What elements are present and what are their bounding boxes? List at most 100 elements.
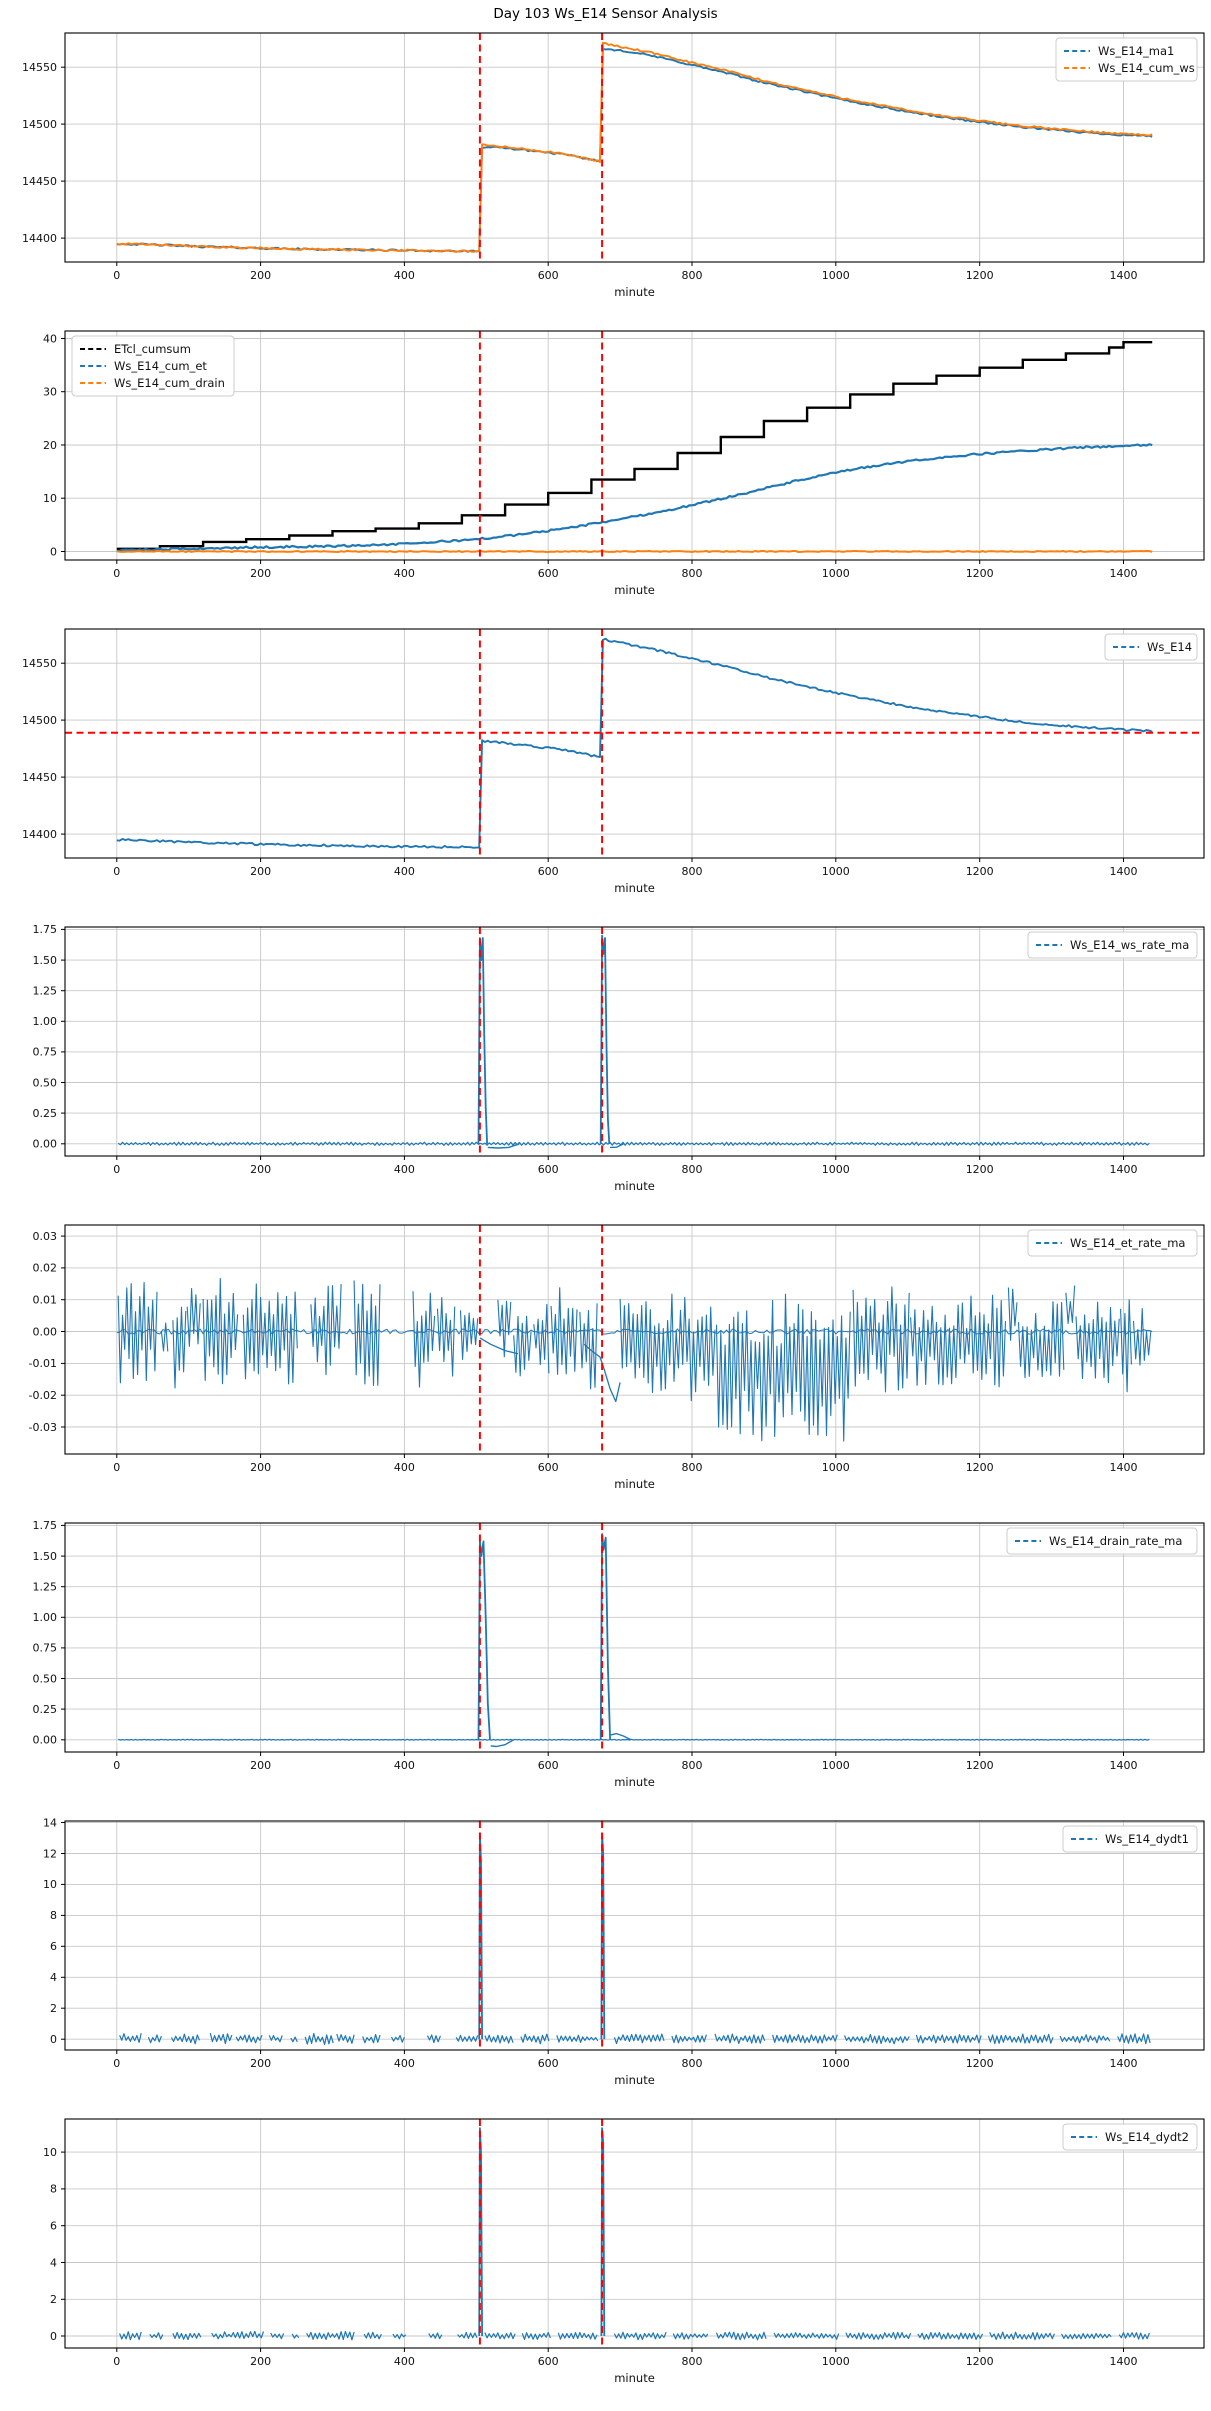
svg-text:1400: 1400 xyxy=(1110,2355,1138,2368)
svg-text:1200: 1200 xyxy=(966,2355,994,2368)
svg-text:1.00: 1.00 xyxy=(33,1015,58,1028)
svg-text:200: 200 xyxy=(250,269,271,282)
panel-ws-ma1: 0 200 400 600 800 1000 1200 1400 14400 14450 14500… xyxy=(0,26,1211,324)
svg-text:400: 400 xyxy=(394,567,415,580)
svg-text:14450: 14450 xyxy=(22,175,57,188)
svg-text:0.75: 0.75 xyxy=(33,1046,58,1059)
svg-text:1200: 1200 xyxy=(966,269,994,282)
svg-text:600: 600 xyxy=(538,2057,559,2070)
svg-text:800: 800 xyxy=(682,2057,703,2070)
svg-text:Ws_E14_dydt2: Ws_E14_dydt2 xyxy=(1105,2130,1189,2144)
svg-text:600: 600 xyxy=(538,1759,559,1772)
svg-text:Ws_E14_dydt1: Ws_E14_dydt1 xyxy=(1105,1832,1189,1846)
svg-text:14400: 14400 xyxy=(22,828,57,841)
chart-panels: 0 200 400 600 800 1000 1200 1400 14400 14450 14500… xyxy=(0,26,1211,2410)
svg-text:1.25: 1.25 xyxy=(33,985,58,998)
svg-text:0.03: 0.03 xyxy=(33,1230,58,1243)
svg-text:minute: minute xyxy=(614,1179,655,1193)
svg-text:600: 600 xyxy=(538,865,559,878)
svg-text:400: 400 xyxy=(394,2355,415,2368)
svg-text:200: 200 xyxy=(250,1461,271,1474)
svg-text:minute: minute xyxy=(614,583,655,597)
svg-text:1000: 1000 xyxy=(822,269,850,282)
svg-text:200: 200 xyxy=(250,2057,271,2070)
svg-text:14: 14 xyxy=(43,1816,57,1829)
svg-text:minute: minute xyxy=(614,1477,655,1491)
svg-text:8: 8 xyxy=(50,1909,57,1922)
svg-text:1.25: 1.25 xyxy=(33,1581,58,1594)
svg-text:2: 2 xyxy=(50,2002,57,2015)
svg-text:12: 12 xyxy=(43,1847,57,1860)
svg-text:1400: 1400 xyxy=(1110,2057,1138,2070)
svg-text:1000: 1000 xyxy=(822,2355,850,2368)
svg-text:400: 400 xyxy=(394,2057,415,2070)
svg-text:0.02: 0.02 xyxy=(33,1262,58,1275)
svg-text:10: 10 xyxy=(43,2146,57,2159)
svg-text:14450: 14450 xyxy=(22,771,57,784)
svg-text:1000: 1000 xyxy=(822,567,850,580)
svg-text:0.00: 0.00 xyxy=(33,1325,58,1338)
svg-text:minute: minute xyxy=(614,2073,655,2087)
svg-text:0.01: 0.01 xyxy=(33,1294,58,1307)
svg-text:1.00: 1.00 xyxy=(33,1611,58,1624)
svg-text:1200: 1200 xyxy=(966,1759,994,1772)
svg-text:6: 6 xyxy=(50,1940,57,1953)
svg-text:1400: 1400 xyxy=(1110,1163,1138,1176)
svg-text:0: 0 xyxy=(113,1759,120,1772)
svg-text:1400: 1400 xyxy=(1110,1461,1138,1474)
svg-text:0: 0 xyxy=(113,1461,120,1474)
svg-text:2: 2 xyxy=(50,2293,57,2306)
svg-text:1000: 1000 xyxy=(822,1163,850,1176)
svg-text:Ws_E14_ws_rate_ma: Ws_E14_ws_rate_ma xyxy=(1070,938,1189,952)
svg-text:1200: 1200 xyxy=(966,2057,994,2070)
panel-ws-rate: 0 200 400 600 800 1000 1200 1400 0.00 0.25 0.50 0.7… xyxy=(0,920,1211,1218)
svg-text:1400: 1400 xyxy=(1110,1759,1138,1772)
panel-dydt1: 0 200 400 600 800 1000 1200 1400 0 2 4 6 8 10 12 14 minu… xyxy=(0,1814,1211,2112)
svg-text:1200: 1200 xyxy=(966,1461,994,1474)
svg-text:40: 40 xyxy=(43,332,57,345)
svg-text:0: 0 xyxy=(113,2057,120,2070)
svg-text:1000: 1000 xyxy=(822,865,850,878)
svg-text:Ws_E14: Ws_E14 xyxy=(1147,640,1192,654)
svg-text:600: 600 xyxy=(538,1163,559,1176)
svg-text:1.50: 1.50 xyxy=(33,1550,58,1563)
svg-text:-0.02: -0.02 xyxy=(29,1389,57,1402)
svg-text:20: 20 xyxy=(43,439,57,452)
svg-text:10: 10 xyxy=(43,1878,57,1891)
svg-text:200: 200 xyxy=(250,865,271,878)
svg-text:minute: minute xyxy=(614,1775,655,1789)
svg-text:Ws_E14_drain_rate_ma: Ws_E14_drain_rate_ma xyxy=(1049,1534,1182,1548)
svg-text:14550: 14550 xyxy=(22,61,57,74)
svg-text:minute: minute xyxy=(614,2371,655,2385)
svg-text:4: 4 xyxy=(50,2256,57,2269)
svg-text:800: 800 xyxy=(682,1759,703,1772)
svg-text:1000: 1000 xyxy=(822,2057,850,2070)
svg-text:800: 800 xyxy=(682,1163,703,1176)
svg-text:Ws_E14_cum_drain: Ws_E14_cum_drain xyxy=(114,376,225,390)
svg-text:14500: 14500 xyxy=(22,714,57,727)
svg-text:0.00: 0.00 xyxy=(33,1734,58,1747)
svg-text:ETcl_cumsum: ETcl_cumsum xyxy=(114,342,191,356)
svg-text:400: 400 xyxy=(394,865,415,878)
svg-text:Ws_E14_cum_et: Ws_E14_cum_et xyxy=(114,359,207,373)
svg-text:Ws_E14_et_rate_ma: Ws_E14_et_rate_ma xyxy=(1070,1236,1185,1250)
svg-text:800: 800 xyxy=(682,1461,703,1474)
svg-text:600: 600 xyxy=(538,567,559,580)
svg-text:0: 0 xyxy=(113,1163,120,1176)
figure-title: Day 103 Ws_E14 Sensor Analysis xyxy=(493,6,718,22)
svg-text:400: 400 xyxy=(394,1461,415,1474)
svg-text:0: 0 xyxy=(113,567,120,580)
svg-text:800: 800 xyxy=(682,2355,703,2368)
panel-ws-e14: 0 200 400 600 800 1000 1200 1400 14400 14450 14500… xyxy=(0,622,1211,920)
svg-text:4: 4 xyxy=(50,1971,57,1984)
svg-text:800: 800 xyxy=(682,567,703,580)
svg-text:800: 800 xyxy=(682,269,703,282)
svg-text:0: 0 xyxy=(113,865,120,878)
svg-text:1400: 1400 xyxy=(1110,865,1138,878)
svg-text:600: 600 xyxy=(538,269,559,282)
panel-et-rate: 0 200 400 600 800 1000 1200 1400 -0.03 -0.02 -0.01… xyxy=(0,1218,1211,1516)
svg-text:0: 0 xyxy=(113,2355,120,2368)
svg-text:0: 0 xyxy=(50,2330,57,2343)
svg-text:0: 0 xyxy=(113,269,120,282)
